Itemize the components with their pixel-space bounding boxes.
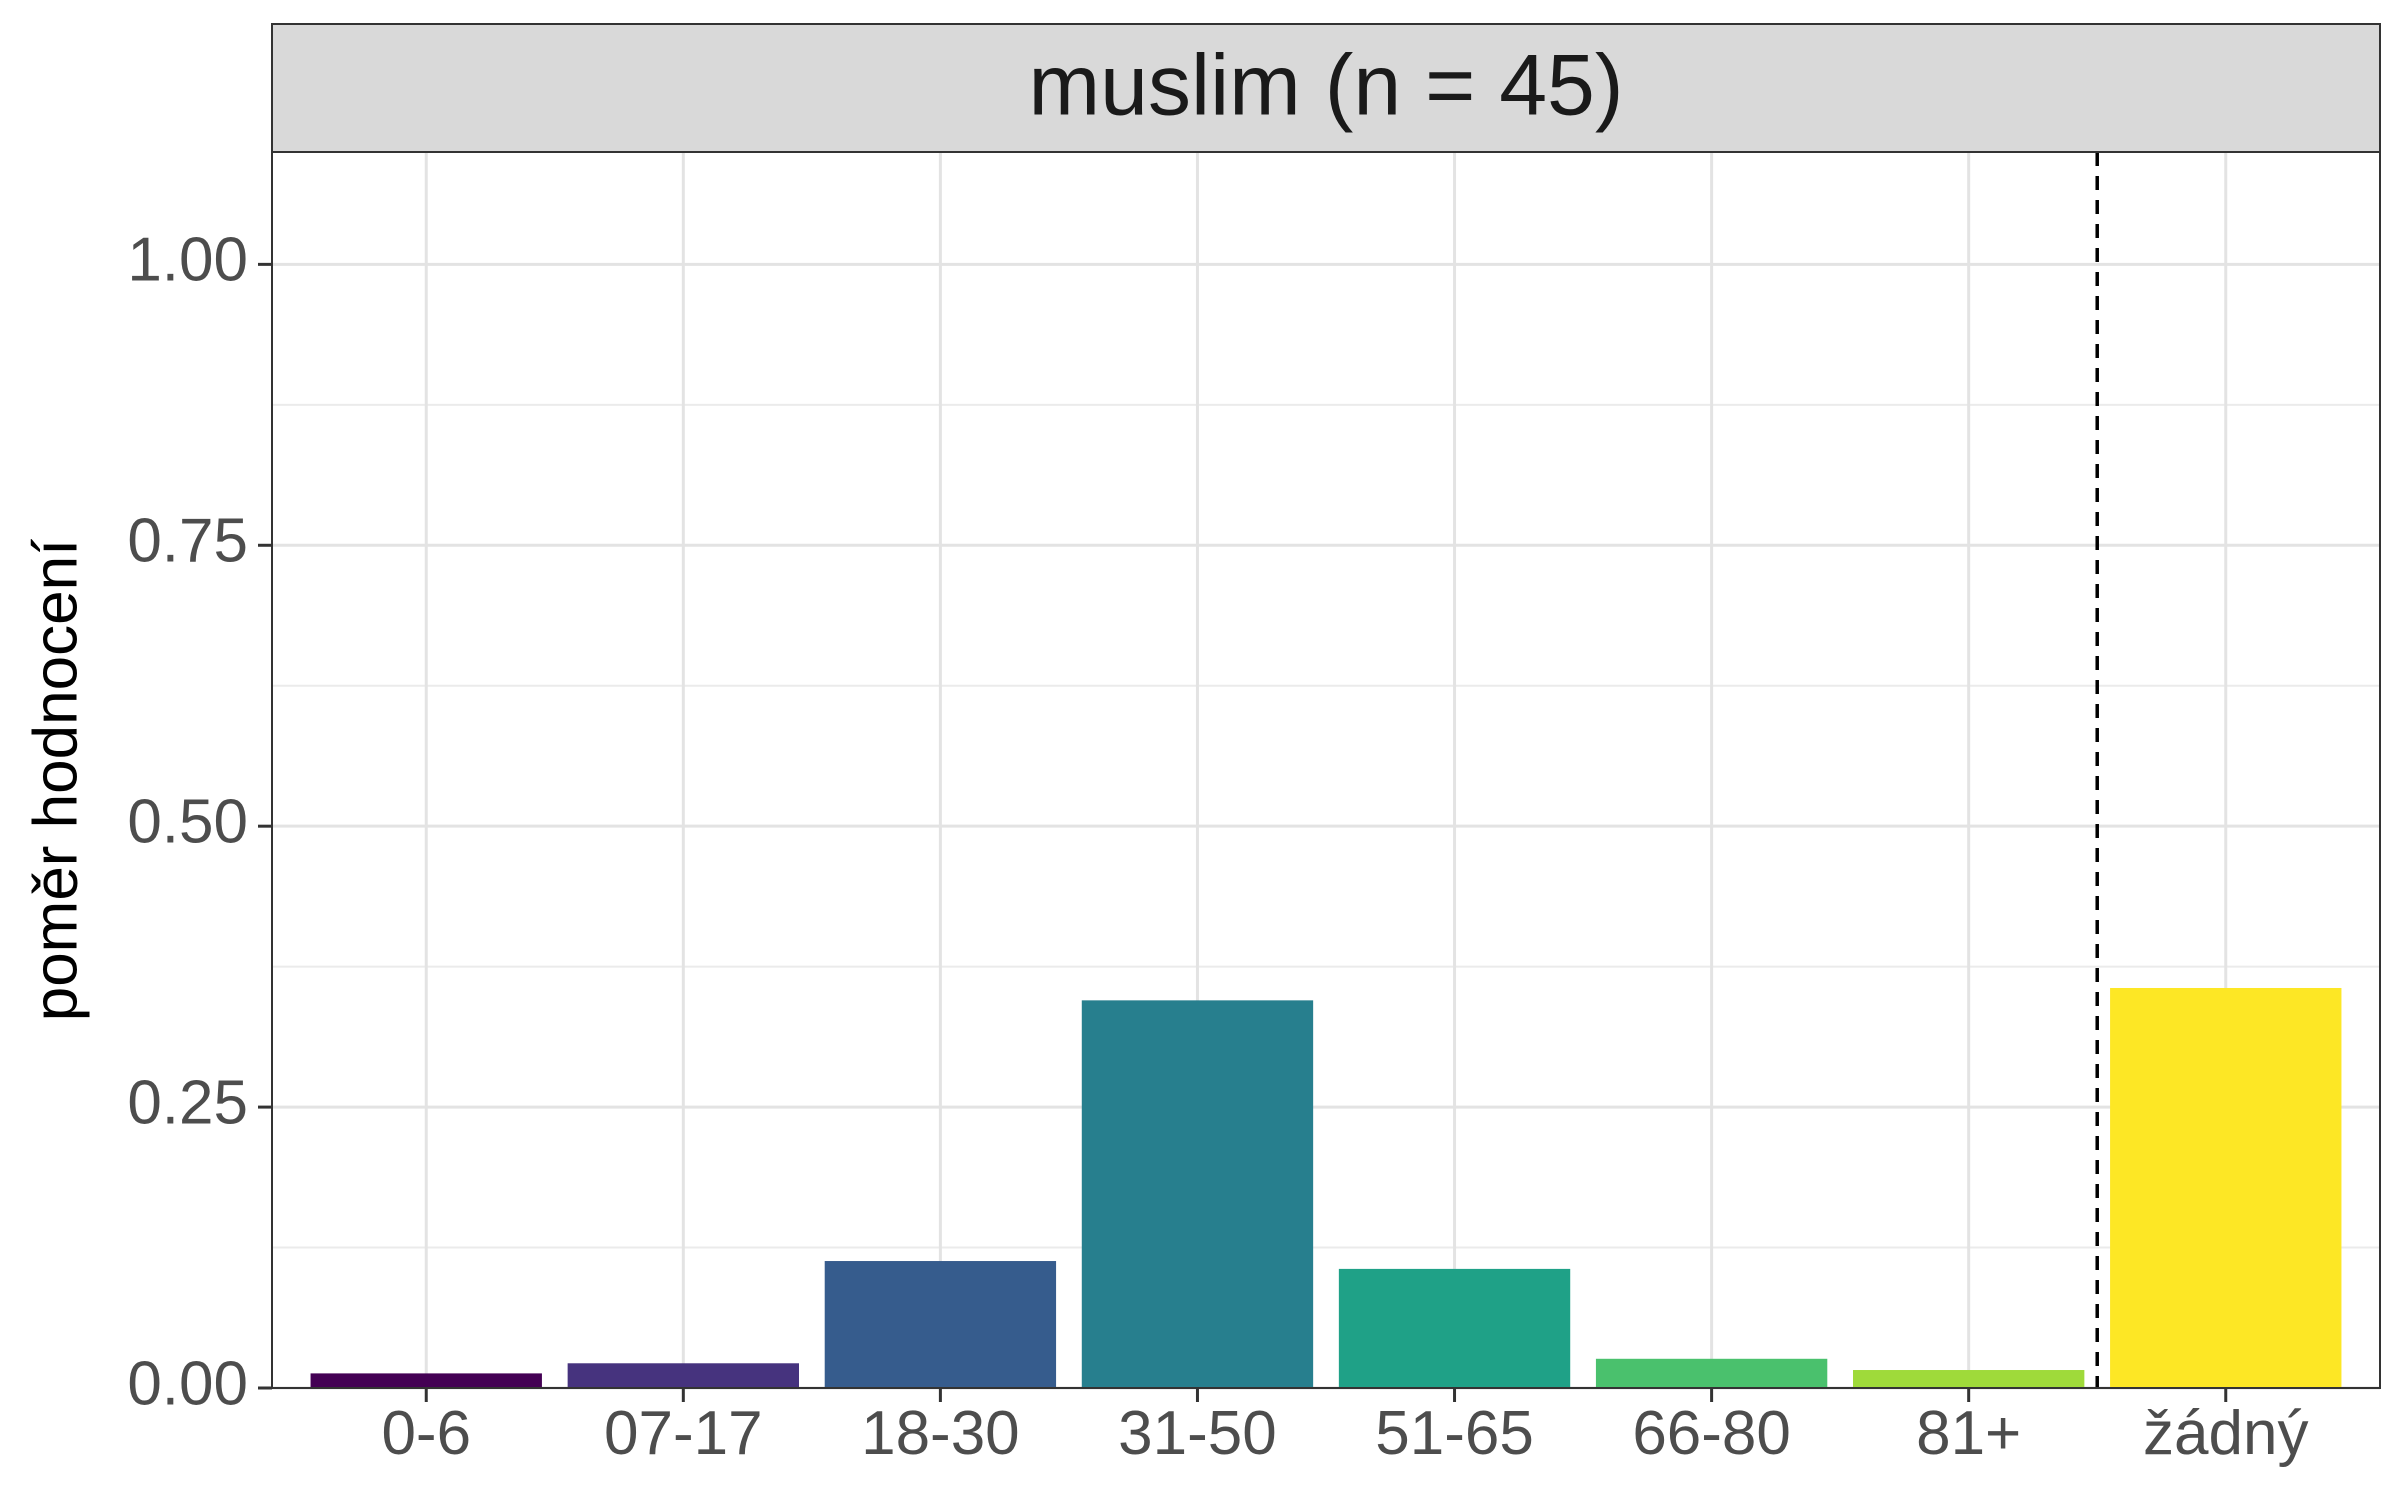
panel-border — [271, 151, 2381, 1389]
x-tick-label: 66-80 — [1632, 1399, 1791, 1468]
x-tick-label: žádný — [2143, 1399, 2308, 1468]
x-axis: 0-6 07-17 18-30 31-50 51-65 66-80 81+ žádný — [381, 1388, 2308, 1468]
facet-strip-background — [271, 23, 2381, 153]
bar-51-65 — [1338, 1268, 1571, 1388]
y-tick-label: 0.75 — [127, 507, 248, 576]
bar-66-80 — [1595, 1358, 1828, 1388]
y-axis: 0.00 0.25 0.50 0.75 1.00 — [127, 226, 272, 1418]
y-tick-label: 0.25 — [127, 1068, 248, 1137]
facet-title: muslim (n = 45) — [1029, 38, 1624, 134]
x-tick-label: 31-50 — [1118, 1399, 1277, 1468]
bar-žádný — [2110, 987, 2342, 1388]
y-tick-label: 1.00 — [127, 226, 248, 295]
bar-07-17 — [567, 1363, 799, 1388]
bars — [310, 987, 2342, 1388]
bar-18-30 — [824, 1261, 1057, 1388]
x-tick-label: 18-30 — [861, 1399, 1020, 1468]
y-tick-label: 0.50 — [127, 788, 248, 857]
bar-31-50 — [1081, 1000, 1314, 1388]
x-tick-label: 51-65 — [1375, 1399, 1534, 1468]
x-tick-label: 0-6 — [381, 1399, 471, 1468]
bar-81+ — [1853, 1370, 2085, 1388]
y-axis-title: poměr hodnocení — [21, 539, 90, 1022]
facet-strip: muslim (n = 45) — [271, 23, 2381, 153]
x-tick-label: 07-17 — [604, 1399, 763, 1468]
x-tick-label: 81+ — [1916, 1399, 2021, 1468]
gridlines — [272, 152, 2380, 1390]
bar-0-6 — [310, 1373, 542, 1388]
y-tick-label: 0.00 — [127, 1349, 248, 1418]
